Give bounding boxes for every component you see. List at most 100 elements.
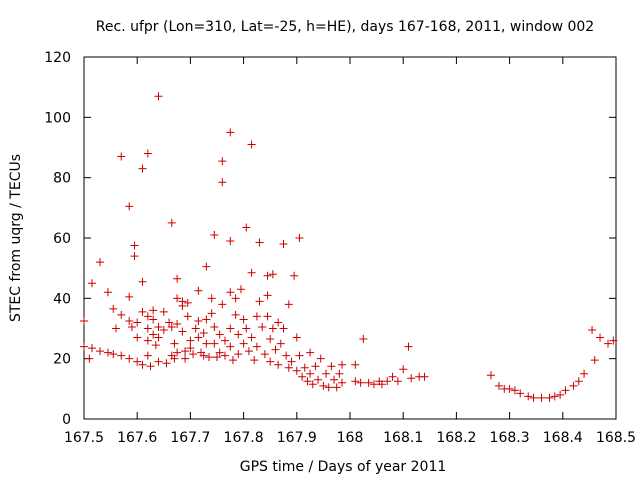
data-point xyxy=(263,291,272,300)
data-point xyxy=(332,383,341,392)
x-axis: 167.5 167.6 167.7 167.8 167.9 168 168.1 168.2 16… xyxy=(64,57,636,446)
data-point xyxy=(250,356,259,365)
data-point xyxy=(220,351,229,360)
data-point xyxy=(220,336,229,345)
data-point xyxy=(356,378,365,387)
data-point xyxy=(178,301,187,310)
data-point xyxy=(486,371,495,380)
data-point xyxy=(244,347,253,356)
data-point xyxy=(125,316,134,325)
data-point xyxy=(303,377,312,386)
data-point xyxy=(146,362,155,371)
data-point xyxy=(103,348,112,357)
data-point xyxy=(173,294,182,303)
data-point xyxy=(178,327,187,336)
data-point xyxy=(276,339,285,348)
y-axis: 0 20 40 60 80 100 120 xyxy=(44,50,616,428)
x-tick-label: 167.6 xyxy=(117,430,157,446)
y-tick-label: 60 xyxy=(53,231,71,247)
data-point xyxy=(327,362,336,371)
data-point xyxy=(125,354,134,363)
data-point xyxy=(194,286,203,295)
data-point xyxy=(228,356,237,365)
data-point xyxy=(191,324,200,333)
data-point xyxy=(226,237,235,246)
data-point xyxy=(306,369,315,378)
y-tick-label: 100 xyxy=(44,110,71,126)
data-point xyxy=(95,258,104,267)
data-point xyxy=(338,360,347,369)
data-point xyxy=(183,298,192,307)
data-point xyxy=(130,252,139,261)
data-point xyxy=(159,307,168,316)
data-point xyxy=(284,363,293,372)
data-point xyxy=(588,326,597,335)
x-tick-label: 167.9 xyxy=(277,430,317,446)
data-point xyxy=(194,333,203,342)
data-point xyxy=(186,336,195,345)
data-point xyxy=(260,350,269,359)
x-axis-label: GPS time / Days of year 2011 xyxy=(240,459,447,475)
data-point xyxy=(516,389,525,398)
y-axis-label: STEC from uqrg / TECUs xyxy=(8,154,24,322)
data-point xyxy=(510,386,519,395)
data-point xyxy=(218,178,227,187)
data-point xyxy=(149,306,158,315)
data-point xyxy=(80,316,88,325)
data-point xyxy=(300,363,309,372)
chart-title: Rec. ufpr (Lon=310, Lat=-25, h=HE), days… xyxy=(96,19,594,35)
data-point xyxy=(338,378,347,387)
data-point xyxy=(154,92,163,101)
data-point xyxy=(359,335,368,344)
data-point xyxy=(80,342,88,351)
data-point xyxy=(85,354,94,363)
data-point xyxy=(138,307,147,316)
data-point xyxy=(109,350,118,359)
data-point xyxy=(173,274,182,283)
data-point xyxy=(590,356,599,365)
data-point xyxy=(143,324,152,333)
data-point xyxy=(274,318,283,327)
x-tick-label: 168.4 xyxy=(543,430,583,446)
data-point xyxy=(167,322,176,331)
x-tick-label: 168.3 xyxy=(490,430,530,446)
data-point xyxy=(239,339,248,348)
y-tick-label: 80 xyxy=(53,171,71,187)
data-point xyxy=(404,342,413,351)
data-point xyxy=(335,369,344,378)
data-point xyxy=(149,315,158,324)
data-point xyxy=(218,157,227,166)
data-point xyxy=(295,351,304,360)
y-tick-label: 20 xyxy=(53,352,71,368)
data-point xyxy=(298,372,307,381)
data-point xyxy=(226,342,235,351)
data-point xyxy=(213,353,221,362)
data-point xyxy=(407,374,416,383)
y-tick-label: 120 xyxy=(44,50,71,66)
data-point xyxy=(127,322,136,331)
data-point xyxy=(103,288,112,297)
data-point xyxy=(162,359,171,368)
data-point xyxy=(282,351,291,360)
data-point xyxy=(170,339,179,348)
data-point xyxy=(149,330,158,339)
data-point xyxy=(87,344,96,353)
data-point xyxy=(143,336,152,345)
data-point xyxy=(167,218,176,227)
data-point xyxy=(292,366,301,375)
data-point xyxy=(181,347,190,356)
data-point xyxy=(210,322,219,331)
data-point xyxy=(181,354,190,363)
data-point xyxy=(266,357,275,366)
data-point xyxy=(151,341,160,350)
data-point xyxy=(292,333,301,342)
data-point xyxy=(252,312,261,321)
data-point xyxy=(279,324,288,333)
data-point xyxy=(173,348,182,357)
data-point xyxy=(314,375,323,384)
data-point xyxy=(561,386,570,395)
data-point xyxy=(295,234,304,242)
data-point xyxy=(205,353,214,362)
data-point xyxy=(529,393,538,402)
